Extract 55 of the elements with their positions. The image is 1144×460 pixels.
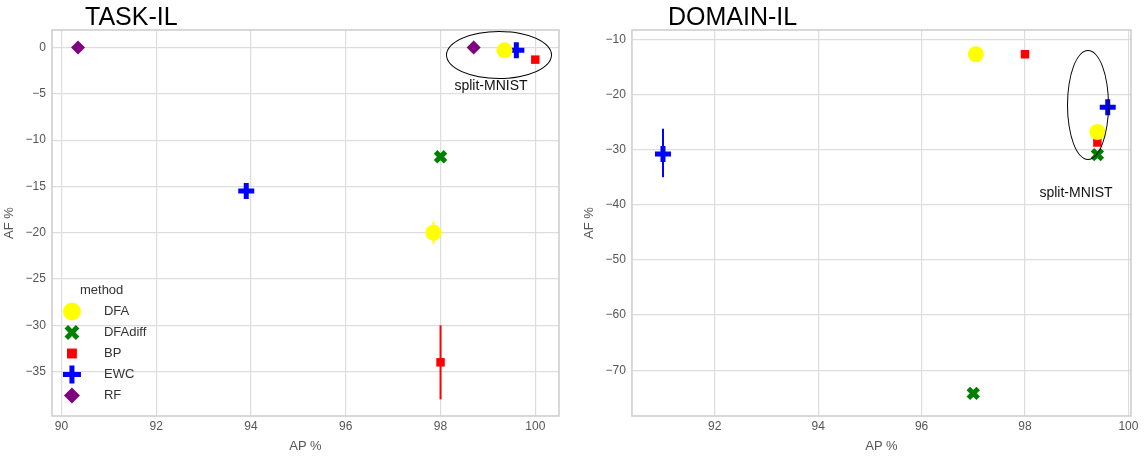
y-tick-label: −10: [25, 132, 47, 147]
x-axis-title: AP %: [289, 437, 323, 453]
x-tick-label: 92: [708, 418, 722, 433]
x-tick-label: 96: [339, 418, 353, 433]
y-tick-label: −30: [25, 317, 47, 332]
point: [965, 385, 981, 401]
chart-title: TASK-IL: [85, 2, 178, 31]
annotation: split-MNIST: [1039, 183, 1113, 200]
x-axis-title: AP %: [865, 437, 899, 453]
x-tick-label: 98: [1018, 418, 1032, 433]
y-axis-title: AF %: [581, 206, 597, 239]
y-tick-label: −5: [32, 86, 47, 101]
y-tick-label: −20: [25, 225, 47, 240]
x-tick-label: 94: [811, 418, 826, 433]
y-tick-label: −25: [25, 271, 47, 286]
y-tick-label: −10: [605, 31, 627, 46]
point: [1089, 147, 1105, 163]
point: [466, 40, 481, 55]
point: [235, 180, 257, 202]
point: [436, 358, 445, 367]
legend-label: BP: [103, 345, 122, 361]
legend-label: DFA: [103, 303, 130, 319]
point: [496, 42, 513, 59]
x-tick-label: 100: [1118, 418, 1139, 433]
legend-label: EWC: [103, 366, 135, 382]
x-tick-label: 94: [244, 418, 258, 433]
y-tick-label: −35: [25, 363, 47, 378]
legend-label: RF: [103, 387, 122, 403]
legend-label: DFAdiff: [103, 324, 147, 340]
legend-title: method: [79, 282, 124, 298]
y-axis-title: AF %: [1, 206, 17, 239]
point: [71, 40, 86, 55]
x-tick-label: 98: [433, 418, 448, 433]
y-tick-label: −30: [605, 141, 627, 156]
x-tick-label: 90: [54, 418, 69, 433]
y-tick-label: −20: [605, 86, 627, 101]
annotation: split-MNIST: [454, 76, 528, 93]
point: [425, 224, 442, 241]
y-tick-label: −15: [25, 178, 47, 193]
y-tick-label: −50: [605, 252, 627, 267]
y-tick-label: 0: [39, 39, 47, 54]
y-tick-label: −70: [605, 362, 627, 377]
point: [967, 46, 984, 63]
y-tick-label: −60: [605, 307, 627, 322]
point: [1020, 50, 1030, 59]
x-tick-label: 92: [149, 418, 164, 433]
y-tick-label: −40: [605, 197, 627, 212]
point: [531, 55, 540, 64]
x-tick-label: 96: [914, 418, 929, 433]
x-tick-label: 100: [525, 418, 546, 433]
point: [433, 149, 448, 165]
point: [1089, 124, 1106, 141]
point: [652, 143, 674, 165]
point: [1097, 96, 1119, 118]
chart-title: DOMAIN-IL: [668, 2, 798, 31]
